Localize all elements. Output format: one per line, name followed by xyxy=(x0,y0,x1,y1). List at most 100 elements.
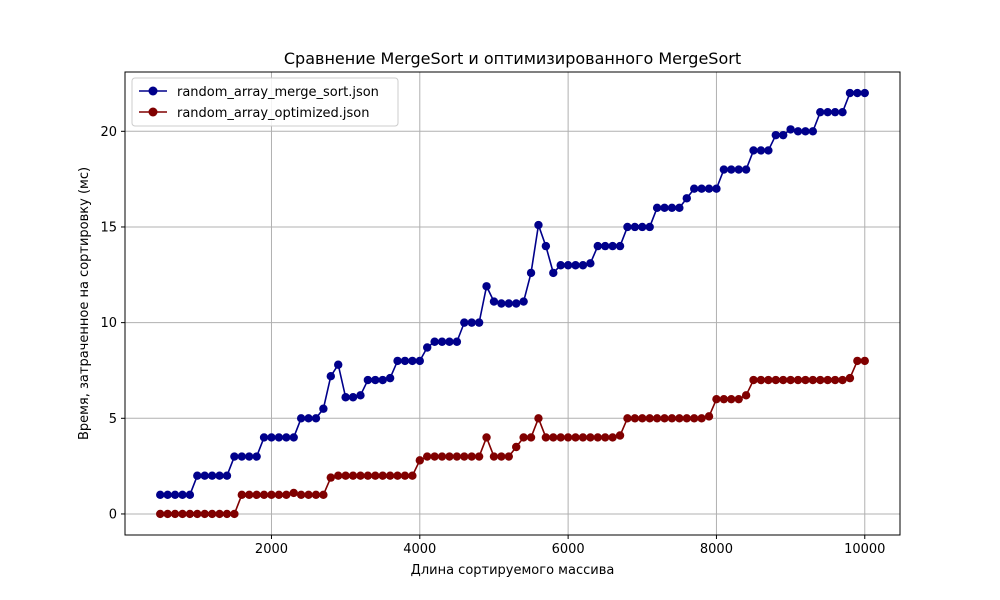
data-point xyxy=(675,203,684,213)
data-point xyxy=(786,125,795,134)
data-point xyxy=(356,471,365,480)
series-2 xyxy=(156,356,869,519)
axes-ticks: 2000 4000 6000 8000 10000 0 5 10 15 20 xyxy=(100,125,885,557)
data-point xyxy=(282,490,291,500)
data-point xyxy=(200,471,209,480)
data-point xyxy=(489,452,499,461)
data-point xyxy=(741,165,751,174)
data-point xyxy=(823,375,832,385)
data-point xyxy=(853,356,862,366)
data-point xyxy=(793,127,803,136)
data-point xyxy=(667,414,677,423)
data-point xyxy=(727,165,736,174)
data-point xyxy=(534,414,543,423)
data-point xyxy=(652,203,662,213)
data-point xyxy=(623,414,632,423)
data-point xyxy=(808,375,818,385)
data-point xyxy=(704,184,714,193)
data-point xyxy=(630,222,640,232)
data-point xyxy=(482,433,491,442)
data-point xyxy=(178,490,187,500)
data-point xyxy=(326,473,335,482)
data-point xyxy=(267,433,276,442)
data-point xyxy=(549,268,558,278)
data-point xyxy=(675,414,684,423)
data-point xyxy=(593,433,602,442)
data-point xyxy=(334,360,343,369)
x-tick-label: 2000 xyxy=(255,542,288,557)
data-point xyxy=(193,509,202,519)
data-point xyxy=(764,146,773,155)
data-point xyxy=(712,184,721,193)
data-point xyxy=(801,375,810,385)
data-point xyxy=(571,261,580,270)
y-tick-label: 5 xyxy=(109,412,117,427)
data-point xyxy=(356,391,365,400)
grid-lines xyxy=(125,72,900,535)
data-point xyxy=(563,261,573,270)
data-point xyxy=(296,490,306,500)
data-point xyxy=(853,88,862,98)
data-point xyxy=(734,394,743,404)
x-tick-label: 10000 xyxy=(844,542,885,557)
data-point xyxy=(163,509,172,519)
data-point xyxy=(712,394,721,404)
data-point xyxy=(749,146,758,155)
data-point xyxy=(163,490,172,500)
data-point xyxy=(504,452,513,461)
data-point xyxy=(816,107,825,117)
data-point xyxy=(185,509,195,519)
data-point xyxy=(756,375,766,385)
legend-marker-optimized xyxy=(148,107,158,117)
data-point xyxy=(230,509,239,519)
data-point xyxy=(245,452,254,461)
data-point xyxy=(749,375,758,385)
data-point xyxy=(393,471,402,480)
data-point xyxy=(207,509,217,519)
data-point xyxy=(571,433,580,442)
data-point xyxy=(660,414,669,423)
data-point xyxy=(860,88,869,98)
data-point xyxy=(437,452,447,461)
data-point xyxy=(489,297,499,306)
data-point xyxy=(830,107,840,117)
data-point xyxy=(378,375,387,385)
data-point xyxy=(593,241,602,251)
data-point xyxy=(252,452,261,461)
data-point xyxy=(764,375,773,385)
data-point xyxy=(786,375,795,385)
data-point xyxy=(497,299,506,308)
data-point xyxy=(474,452,484,461)
data-point xyxy=(237,452,247,461)
data-point xyxy=(385,471,395,480)
data-point xyxy=(178,509,187,519)
data-point xyxy=(207,471,217,480)
data-point xyxy=(452,452,462,461)
data-point xyxy=(601,241,610,251)
data-point xyxy=(259,433,269,442)
y-tick-label: 20 xyxy=(100,125,117,140)
plot-frame xyxy=(124,71,901,536)
data-point xyxy=(860,356,869,366)
data-point xyxy=(615,431,625,440)
data-point xyxy=(222,509,232,519)
data-point xyxy=(445,452,454,461)
data-point xyxy=(437,337,447,346)
data-point xyxy=(652,414,662,423)
data-point xyxy=(474,318,484,327)
data-point xyxy=(519,297,528,306)
data-point xyxy=(727,394,736,404)
data-point xyxy=(185,490,195,500)
data-point xyxy=(630,414,640,423)
data-point xyxy=(363,471,373,480)
data-point xyxy=(578,261,588,270)
data-point xyxy=(467,318,476,327)
y-axis-label: Время, затраченное на сортировку (мс) xyxy=(77,167,92,440)
data-point xyxy=(193,471,202,480)
data-point xyxy=(541,241,551,251)
data-point xyxy=(512,442,521,452)
data-point xyxy=(430,452,439,461)
data-point xyxy=(563,433,573,442)
legend: random_array_merge_sort.json random_arra… xyxy=(131,77,399,127)
